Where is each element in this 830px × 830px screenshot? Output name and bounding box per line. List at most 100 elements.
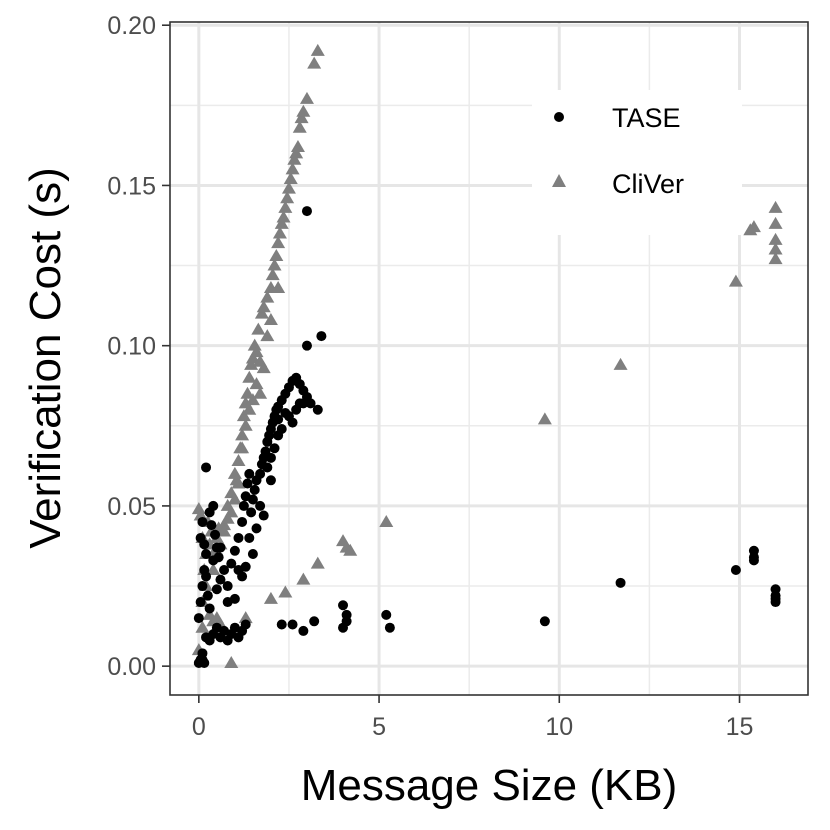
tase-point-44 <box>244 468 255 479</box>
tase-point-84 <box>244 532 255 543</box>
cliver-point-13 <box>206 563 221 576</box>
cliver-point-0 <box>191 502 206 515</box>
tase-point-18 <box>206 520 217 531</box>
tase-point-8 <box>197 581 208 592</box>
tase-point-20 <box>210 529 221 540</box>
legend-label-cliver: CliVer <box>612 169 684 199</box>
cliver-point-96 <box>768 216 783 229</box>
legend: TASE CliVer <box>532 90 742 235</box>
tase-point-94 <box>298 398 309 409</box>
cliver-point-71 <box>242 402 257 415</box>
tase-point-75 <box>265 452 276 463</box>
tase-point-93 <box>273 414 284 425</box>
cliver-point-42 <box>260 290 275 303</box>
tase-point-118 <box>770 597 781 608</box>
legend-background <box>532 90 742 235</box>
cliver-point-55 <box>285 162 300 175</box>
cliver-point-38 <box>251 322 266 335</box>
tase-point-76 <box>262 462 273 473</box>
tase-point-83 <box>247 548 258 559</box>
cliver-point-60 <box>294 111 309 124</box>
cliver-point-33 <box>242 370 257 383</box>
tase-point-40 <box>237 516 248 527</box>
cliver-point-22 <box>217 518 232 531</box>
cliver-point-56 <box>287 152 302 165</box>
cliver-point-80 <box>224 655 239 668</box>
cliver-point-97 <box>768 232 783 245</box>
cliver-point-92 <box>728 274 743 287</box>
cliver-point-44 <box>265 268 280 281</box>
cliver-point-46 <box>269 248 284 261</box>
cliver-point-45 <box>267 258 282 271</box>
cliver-point-47 <box>271 236 286 249</box>
tase-point-37 <box>226 558 237 569</box>
tase-point-73 <box>273 430 284 441</box>
cliver-point-58 <box>290 139 305 152</box>
cliver-point-84 <box>296 572 311 585</box>
cliver-point-91 <box>613 357 628 370</box>
tase-point-6 <box>193 613 204 624</box>
cliver-point-94 <box>746 220 761 233</box>
cliver-point-95 <box>768 200 783 213</box>
tase-point-34 <box>240 619 251 630</box>
tase-point-90 <box>265 475 276 486</box>
tase-point-16 <box>204 603 215 614</box>
y-tick-label-2: 0.10 <box>107 333 156 361</box>
tase-point-101 <box>298 625 309 636</box>
tase-point-108 <box>384 622 395 633</box>
tase-point-47 <box>249 484 260 495</box>
cliver-point-65 <box>249 377 264 390</box>
tase-point-46 <box>247 494 258 505</box>
cliver-point-76 <box>220 511 235 524</box>
cliver-point-54 <box>283 172 298 185</box>
tase-point-14 <box>201 571 212 582</box>
tase-point-15 <box>202 590 213 601</box>
cliver-point-27 <box>231 454 246 467</box>
tase-point-78 <box>316 331 327 342</box>
tase-point-119 <box>276 619 287 630</box>
cliver-point-99 <box>768 252 783 265</box>
tase-point-39 <box>233 532 244 543</box>
cliver-point-83 <box>278 585 293 598</box>
cliver-point-36 <box>247 338 262 351</box>
cliver-point-73 <box>235 441 250 454</box>
plot-border <box>169 21 809 696</box>
cliver-point-98 <box>768 242 783 255</box>
legend-label-tase: TASE <box>612 103 681 133</box>
x-axis-title: Message Size (KB) <box>301 761 678 810</box>
cliver-point-61 <box>296 104 311 117</box>
tase-point-97 <box>215 542 226 553</box>
tase-point-110 <box>615 577 626 588</box>
cliver-point-68 <box>260 329 275 342</box>
tase-point-80 <box>301 206 312 217</box>
tase-point-36 <box>222 581 233 592</box>
tase-point-109 <box>539 616 550 627</box>
tase-point-38 <box>229 545 240 556</box>
tase-point-41 <box>238 500 249 511</box>
legend-marker-tase <box>554 112 564 122</box>
tase-point-74 <box>269 443 280 454</box>
cliver-point-89 <box>379 514 394 527</box>
x-tick-label-1: 5 <box>372 713 386 741</box>
tase-point-79 <box>312 404 323 415</box>
cliver-point-79 <box>245 393 260 406</box>
y-axis-title: Verification Cost (s) <box>21 167 70 548</box>
tase-point-100 <box>287 619 298 630</box>
tase-point-85 <box>251 523 262 534</box>
cliver-point-59 <box>292 120 307 133</box>
tase-point-45 <box>246 507 257 518</box>
tase-point-102 <box>309 616 320 627</box>
tase-point-7 <box>195 597 206 608</box>
tase-point-77 <box>301 340 312 351</box>
legend-marker-cliver <box>552 174 566 187</box>
y-axis-ticks: 0.00 0.05 0.10 0.15 0.20 <box>107 12 170 681</box>
tase-point-114 <box>748 555 759 566</box>
cliver-point-90 <box>537 412 552 425</box>
y-tick-label-0: 0.00 <box>107 653 156 681</box>
tase-point-95 <box>229 593 240 604</box>
cliver-point-63 <box>307 56 322 69</box>
cliver-point-70 <box>271 280 286 293</box>
cliver-point-74 <box>231 476 246 489</box>
cliver-point-72 <box>238 418 253 431</box>
